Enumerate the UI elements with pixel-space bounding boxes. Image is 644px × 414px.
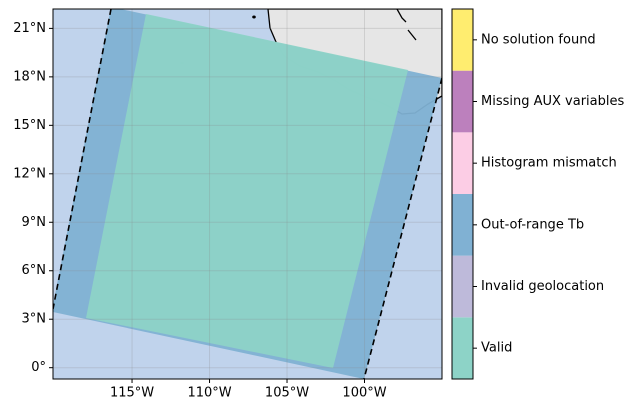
x-tick-label: 115°W <box>110 386 154 401</box>
colorbar-segment <box>452 9 473 71</box>
swath-inner <box>86 14 408 368</box>
y-tick-label: 3°N <box>22 312 47 327</box>
legend-label: Valid <box>481 341 512 356</box>
y-tick-label: 0° <box>31 360 46 375</box>
plot-frame <box>52 8 443 380</box>
x-tick-label: 105°W <box>265 386 309 401</box>
colorbar-segment <box>452 132 473 194</box>
colorbar-segment <box>452 194 473 256</box>
y-tick-label: 15°N <box>13 118 46 133</box>
grid <box>53 9 442 379</box>
legend-label: Missing AUX variables <box>481 94 625 109</box>
y-tick-label: 21°N <box>13 21 46 36</box>
colorbar-frame <box>451 8 474 380</box>
swath-edge <box>363 77 442 379</box>
legend-label: Invalid geolocation <box>481 279 604 294</box>
swath-edge <box>53 9 112 310</box>
island <box>252 15 256 19</box>
x-tick-label: 100°W <box>342 386 386 401</box>
y-tick-label: 18°N <box>13 69 46 84</box>
colorbar-segment <box>452 70 473 133</box>
coastline <box>396 9 417 41</box>
legend-label: Out-of-range Tb <box>481 217 584 232</box>
colorbar-segment <box>452 255 473 318</box>
colorbar-segment <box>452 317 473 379</box>
x-tick-label: 110°W <box>187 386 231 401</box>
y-tick-label: 12°N <box>13 166 46 181</box>
y-tick-label: 9°N <box>22 215 47 230</box>
map <box>53 9 442 379</box>
y-tick-label: 6°N <box>22 263 47 278</box>
legend-label: No solution found <box>481 32 596 47</box>
legend-label: Histogram mismatch <box>481 156 617 171</box>
